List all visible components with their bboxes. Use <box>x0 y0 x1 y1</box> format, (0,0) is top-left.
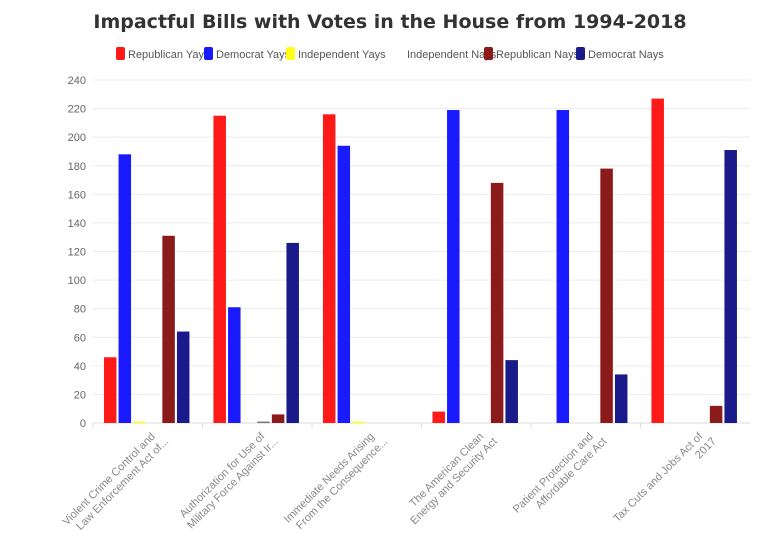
legend-label: Independent Yays <box>298 49 386 61</box>
legend-label: Republican Nays <box>496 49 580 61</box>
y-tick-label: 200 <box>68 132 86 144</box>
y-tick-label: 80 <box>74 304 86 316</box>
x-tick-label: Authorization for Use ofMilitary Force A… <box>176 426 281 531</box>
legend-label: Democrat Yays <box>216 49 291 61</box>
legend-swatch <box>576 47 585 60</box>
bar-republican-yays[interactable] <box>651 98 664 424</box>
bar-democrat-yays[interactable] <box>337 145 351 423</box>
bar-democrat-nays[interactable] <box>614 374 628 423</box>
x-tick-label: Violent Crime Control andLaw Enforcement… <box>60 426 171 537</box>
legend-item[interactable]: Democrat Nays <box>576 47 664 61</box>
chart-title: Impactful Bills with Votes in the House … <box>93 11 686 33</box>
y-tick-label: 140 <box>68 218 86 230</box>
y-tick-label: 120 <box>68 247 86 259</box>
bar-independent-yays[interactable] <box>133 421 146 424</box>
legend-item[interactable]: Republican Nays <box>484 47 580 61</box>
bar-republican-nays[interactable] <box>600 168 613 423</box>
y-tick-label: 240 <box>68 75 86 87</box>
bar-democrat-yays[interactable] <box>228 307 241 423</box>
x-tick-label: Tax Cuts and Jobs Act of2017 <box>611 426 719 534</box>
y-tick-label: 40 <box>74 361 86 373</box>
x-tick-label-line: The American Clean <box>407 431 486 510</box>
y-tick-label: 180 <box>68 161 86 173</box>
x-tick-label-line: Authorization for Use of <box>178 430 268 520</box>
legend-label: Republican Yays <box>128 49 210 61</box>
y-tick-label: 20 <box>74 389 86 401</box>
bar-republican-nays[interactable] <box>162 235 175 423</box>
bar-republican-yays[interactable] <box>213 115 226 424</box>
bar-democrat-nays[interactable] <box>286 242 299 423</box>
legend-swatch <box>286 47 295 60</box>
y-tick-label: 220 <box>68 104 86 116</box>
x-tick-label-line: Law Enforcement Act of... <box>74 436 171 533</box>
bar-republican-nays[interactable] <box>490 182 504 423</box>
legend-item[interactable]: Democrat Yays <box>204 47 291 61</box>
bar-democrat-nays[interactable] <box>724 150 737 423</box>
legend-swatch <box>484 47 493 60</box>
y-axis: 0 20 40 60 80 100 120 140 160 180 200 220 240 <box>68 75 86 430</box>
legend-swatch <box>204 47 213 60</box>
bar-republican-yays[interactable] <box>103 357 117 423</box>
x-tick-label-line: From the Consequence... <box>294 436 390 532</box>
x-axis: Violent Crime Control andLaw Enforcement… <box>60 423 719 537</box>
legend-item[interactable]: Independent Nays <box>407 49 497 61</box>
x-tick-label-line: Violent Crime Control and <box>60 431 157 528</box>
x-tick-label: The American CleanEnergy and Security Ac… <box>399 426 500 527</box>
y-tick-label: 0 <box>80 418 86 430</box>
x-tick-label-line: Energy and Security Act <box>408 436 500 528</box>
bar-independent-yays[interactable] <box>352 421 365 424</box>
bar-independent-nays[interactable] <box>257 421 270 424</box>
bars <box>103 98 737 424</box>
legend-item[interactable]: Republican Yays <box>116 47 210 61</box>
bar-republican-yays[interactable] <box>432 411 445 423</box>
x-tick-label-line: Military Force Against Ir... <box>185 436 281 532</box>
bar-democrat-yays[interactable] <box>118 154 132 424</box>
legend-label: Independent Nays <box>407 49 497 61</box>
bar-democrat-yays[interactable] <box>556 110 570 423</box>
legend-swatch <box>116 47 125 60</box>
bar-democrat-nays[interactable] <box>505 360 518 423</box>
x-tick-label: Patient Protection andAffordable Care Ac… <box>511 426 609 524</box>
y-tick-label: 100 <box>68 275 86 287</box>
y-tick-label: 160 <box>68 189 86 201</box>
bar-democrat-nays[interactable] <box>176 331 190 423</box>
legend: Republican Yays Democrat Yays Independent … <box>116 47 664 61</box>
y-tick-label: 60 <box>74 332 86 344</box>
bar-democrat-yays[interactable] <box>447 110 460 423</box>
bar-republican-nays[interactable] <box>709 405 723 423</box>
x-tick-label-line: Tax Cuts and Jobs Act of <box>611 430 706 525</box>
bar-republican-nays[interactable] <box>271 414 285 423</box>
legend-label: Democrat Nays <box>588 49 664 61</box>
x-tick-label-line: Immediate Needs Arising <box>282 431 377 526</box>
x-tick-label: Immediate Needs ArisingFrom the Conseque… <box>282 426 390 534</box>
legend-item[interactable]: Independent Yays <box>286 47 386 61</box>
x-tick-label-line: Patient Protection and <box>511 431 596 516</box>
bar-republican-yays[interactable] <box>322 114 336 424</box>
